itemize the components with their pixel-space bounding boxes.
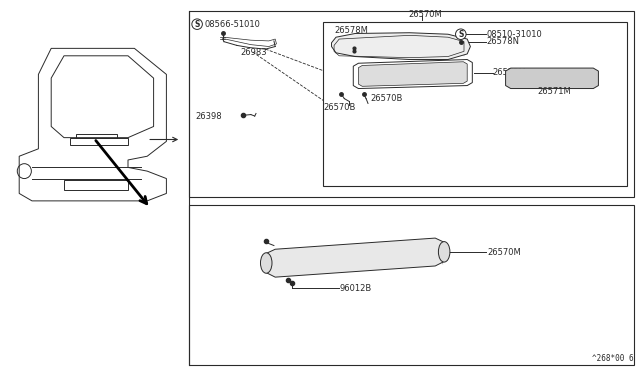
Text: 26983: 26983 bbox=[240, 48, 267, 57]
Text: 26578N: 26578N bbox=[486, 37, 520, 46]
Polygon shape bbox=[358, 62, 467, 86]
Text: 96012B: 96012B bbox=[339, 284, 371, 293]
Text: 26570B: 26570B bbox=[323, 103, 356, 112]
Text: 26570M: 26570M bbox=[488, 248, 522, 257]
Polygon shape bbox=[506, 68, 598, 89]
Text: 26398: 26398 bbox=[195, 112, 222, 121]
Bar bbox=[70, 138, 128, 145]
Polygon shape bbox=[266, 238, 445, 277]
Text: 26570B: 26570B bbox=[370, 94, 403, 103]
Bar bbox=[323, 22, 627, 186]
Bar bbox=[189, 205, 634, 365]
Text: 26570M: 26570M bbox=[408, 10, 442, 19]
Text: ^268*00 6: ^268*00 6 bbox=[592, 354, 634, 363]
Bar bbox=[189, 11, 634, 197]
Text: 08566-51010: 08566-51010 bbox=[205, 20, 260, 29]
Polygon shape bbox=[332, 33, 470, 60]
Text: S: S bbox=[458, 30, 463, 39]
Text: S: S bbox=[195, 20, 200, 29]
Text: 26572M: 26572M bbox=[493, 68, 527, 77]
Ellipse shape bbox=[438, 242, 450, 262]
Ellipse shape bbox=[260, 253, 272, 273]
Text: 08510-31010: 08510-31010 bbox=[486, 30, 542, 39]
Text: 26571M: 26571M bbox=[538, 87, 572, 96]
Bar bbox=[64, 180, 128, 190]
Bar bbox=[76, 134, 117, 138]
Text: 26578M: 26578M bbox=[334, 26, 368, 35]
